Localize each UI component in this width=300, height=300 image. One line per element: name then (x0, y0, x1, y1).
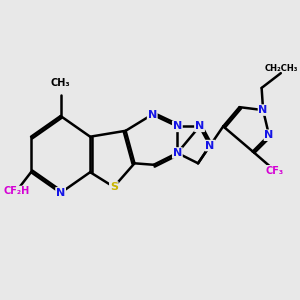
Text: N: N (148, 110, 157, 119)
Text: N: N (259, 105, 268, 115)
Text: N: N (205, 141, 214, 151)
Text: N: N (56, 188, 65, 198)
Text: N: N (195, 122, 204, 131)
Text: CH₂CH₃: CH₂CH₃ (264, 64, 298, 73)
Text: N: N (173, 148, 182, 158)
Text: N: N (264, 130, 274, 140)
Text: CH₃: CH₃ (51, 78, 70, 88)
Text: CF₂H: CF₂H (3, 186, 29, 197)
Text: N: N (173, 122, 182, 131)
Text: CF₃: CF₃ (266, 166, 284, 176)
Text: S: S (110, 182, 118, 192)
